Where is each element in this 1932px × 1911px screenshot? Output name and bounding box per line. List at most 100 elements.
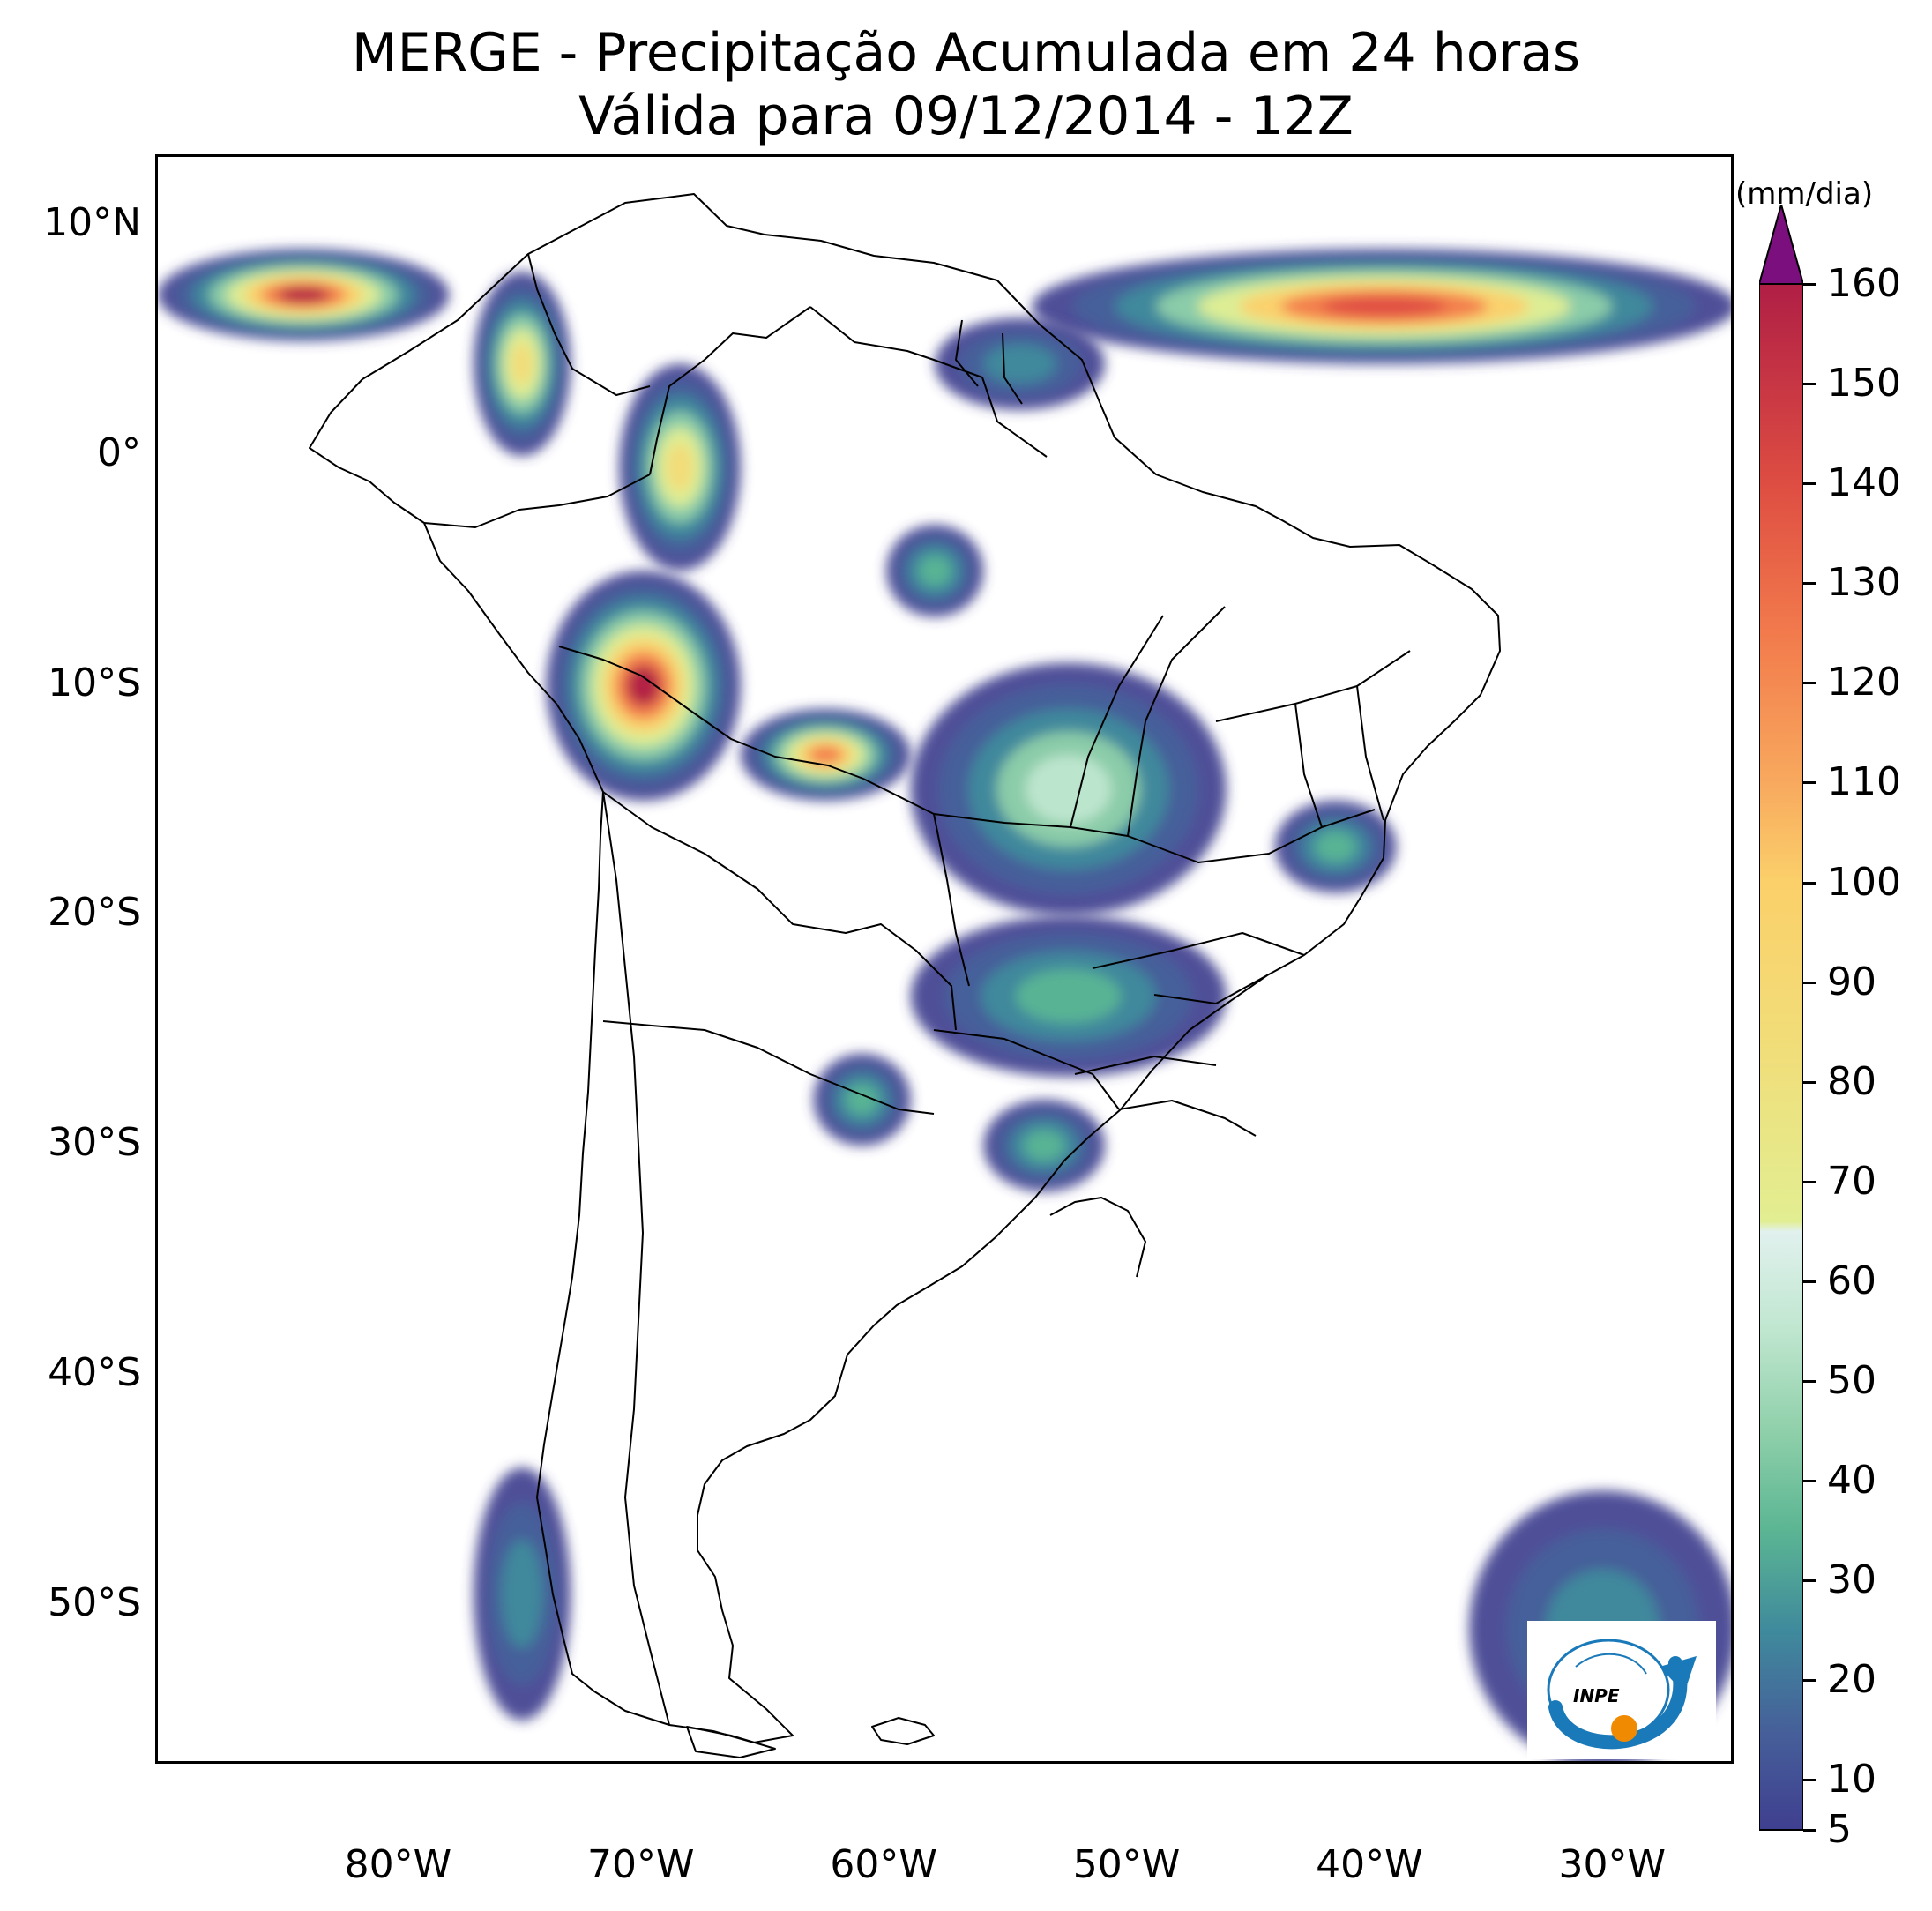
rain-level — [1024, 1130, 1065, 1161]
border-brazil-states-11 — [1356, 685, 1384, 821]
rain-level — [666, 443, 694, 492]
rain-level — [918, 555, 951, 586]
border-colombia-south — [423, 474, 651, 528]
coastline-and-borders — [309, 193, 1501, 1758]
rain-area — [619, 363, 741, 571]
colorbar-extend-triangle — [1759, 205, 1803, 285]
border-brazil-states-9 — [1074, 1056, 1217, 1075]
colorbar-tick-label: 40 — [1827, 1458, 1876, 1504]
rain-area — [474, 272, 571, 456]
border-brazil-states-10 — [1215, 650, 1411, 722]
lon-label: 70°W — [587, 1842, 695, 1887]
lon-label: 80°W — [344, 1842, 452, 1887]
colorbar-tick-label: 90 — [1827, 959, 1876, 1004]
rain-level — [278, 287, 330, 303]
colorbar-tick-label: 80 — [1827, 1058, 1876, 1104]
colorbar-unit-label: (mm/dia) — [1735, 176, 1874, 212]
colorbar-tick-label: 120 — [1827, 660, 1901, 705]
border-brazil-states-4 — [1070, 615, 1164, 828]
colorbar-tick-label: 5 — [1827, 1807, 1852, 1852]
colorbar-tick-label: 30 — [1827, 1557, 1876, 1603]
colorbar-tick-mark — [1803, 981, 1816, 984]
inpe-logo-graphic: INPE — [1547, 1639, 1697, 1750]
rain-level — [1025, 754, 1112, 825]
colorbar-tick-mark — [1803, 582, 1816, 586]
colorbar-tick-mark — [1803, 1180, 1816, 1183]
title-block: MERGE - Precipitação Acumulada em 24 hor… — [0, 21, 1932, 148]
inpe-logo: INPE — [1527, 1621, 1716, 1759]
colorbar-tick-label: 130 — [1827, 560, 1901, 606]
colorbar-tick-mark — [1803, 283, 1816, 286]
border-brazil-south — [933, 1029, 1120, 1110]
rain-area — [1032, 249, 1731, 364]
map-canvas — [158, 193, 1731, 1761]
rain-level — [983, 344, 1056, 384]
colorbar-tick-mark — [1803, 1829, 1816, 1832]
border-guianas — [955, 319, 1023, 405]
colorbar-tick-label: 20 — [1827, 1657, 1876, 1703]
colorbar-tick-label: 110 — [1827, 759, 1901, 805]
colorbar-tick-label: 60 — [1827, 1258, 1876, 1303]
rain-level — [626, 665, 661, 706]
lon-label: 40°W — [1316, 1842, 1423, 1887]
rain-area — [158, 249, 450, 341]
rain-level — [511, 342, 533, 385]
colorbar-tick-label: 50 — [1827, 1358, 1876, 1404]
border-brazil-states-7 — [1153, 974, 1268, 1004]
rain-area — [546, 571, 741, 801]
inpe-logo-text: INPE — [1573, 1685, 1620, 1706]
rain-level — [1315, 831, 1356, 862]
map-title: MERGE - Precipitação Acumulada em 24 hor… — [351, 22, 1581, 84]
rain-area — [910, 662, 1227, 916]
colorbar-tick-mark — [1803, 482, 1816, 486]
rain-area — [983, 1099, 1105, 1192]
border-argentina-chile — [602, 791, 670, 1726]
border-brazil-states-6 — [1092, 932, 1305, 969]
colorbar-tick-mark — [1803, 1380, 1816, 1384]
colorbar-tick-label: 10 — [1827, 1757, 1876, 1803]
colorbar-tick-mark — [1803, 1579, 1816, 1583]
rain-level — [1322, 295, 1447, 317]
colorbar-tick-mark — [1803, 1679, 1816, 1683]
colorbar-tick-mark — [1803, 1480, 1816, 1483]
rain-level — [501, 1540, 543, 1648]
border-brazil-states-2 — [933, 813, 970, 987]
lat-label: 10°S — [48, 660, 141, 705]
border-argentina-north — [602, 1020, 935, 1115]
map-frame — [155, 154, 1734, 1764]
map-subtitle: Válida para 09/12/2014 - 12Z — [578, 86, 1354, 147]
rain-area — [813, 1053, 911, 1146]
colorbar-tick-mark — [1803, 383, 1816, 386]
border-brazil-states-5 — [1127, 809, 1376, 863]
lon-label: 50°W — [1072, 1842, 1181, 1887]
rain-area — [740, 708, 911, 801]
lat-label: 10°N — [43, 200, 141, 246]
border-peru-brazil — [558, 646, 864, 780]
colorbar-gradient — [1759, 283, 1803, 1831]
rain-area — [1274, 801, 1397, 893]
tierra-del-fuego — [686, 1726, 776, 1758]
border-brazil-states-8 — [1118, 1100, 1257, 1137]
rain-area — [935, 317, 1105, 410]
border-brazil-states-12 — [1294, 703, 1323, 828]
border-uruguay — [1049, 1197, 1146, 1278]
south-america-outline — [309, 193, 1501, 1743]
colorbar-tick-label: 140 — [1827, 460, 1901, 506]
colorbar-tick-label: 150 — [1827, 361, 1901, 407]
rain-level — [809, 745, 843, 765]
colorbar — [1759, 205, 1803, 1831]
rain-area — [474, 1467, 571, 1721]
lon-label: 30°W — [1558, 1842, 1667, 1887]
rain-area — [886, 525, 984, 617]
colorbar-tick-label: 70 — [1827, 1158, 1876, 1204]
rain-level — [1016, 969, 1122, 1024]
colorbar-tick-mark — [1803, 1779, 1816, 1782]
colorbar-tick-label: 100 — [1827, 859, 1901, 905]
border-bolivia-paraguay — [602, 791, 957, 1031]
colorbar-tick-label: 160 — [1827, 261, 1901, 306]
lat-label: 0° — [97, 429, 141, 475]
precipitation-field — [158, 249, 1731, 1761]
lat-label: 20°S — [48, 890, 141, 936]
colorbar-tick-mark — [1803, 881, 1816, 885]
lat-label: 50°S — [48, 1579, 141, 1625]
